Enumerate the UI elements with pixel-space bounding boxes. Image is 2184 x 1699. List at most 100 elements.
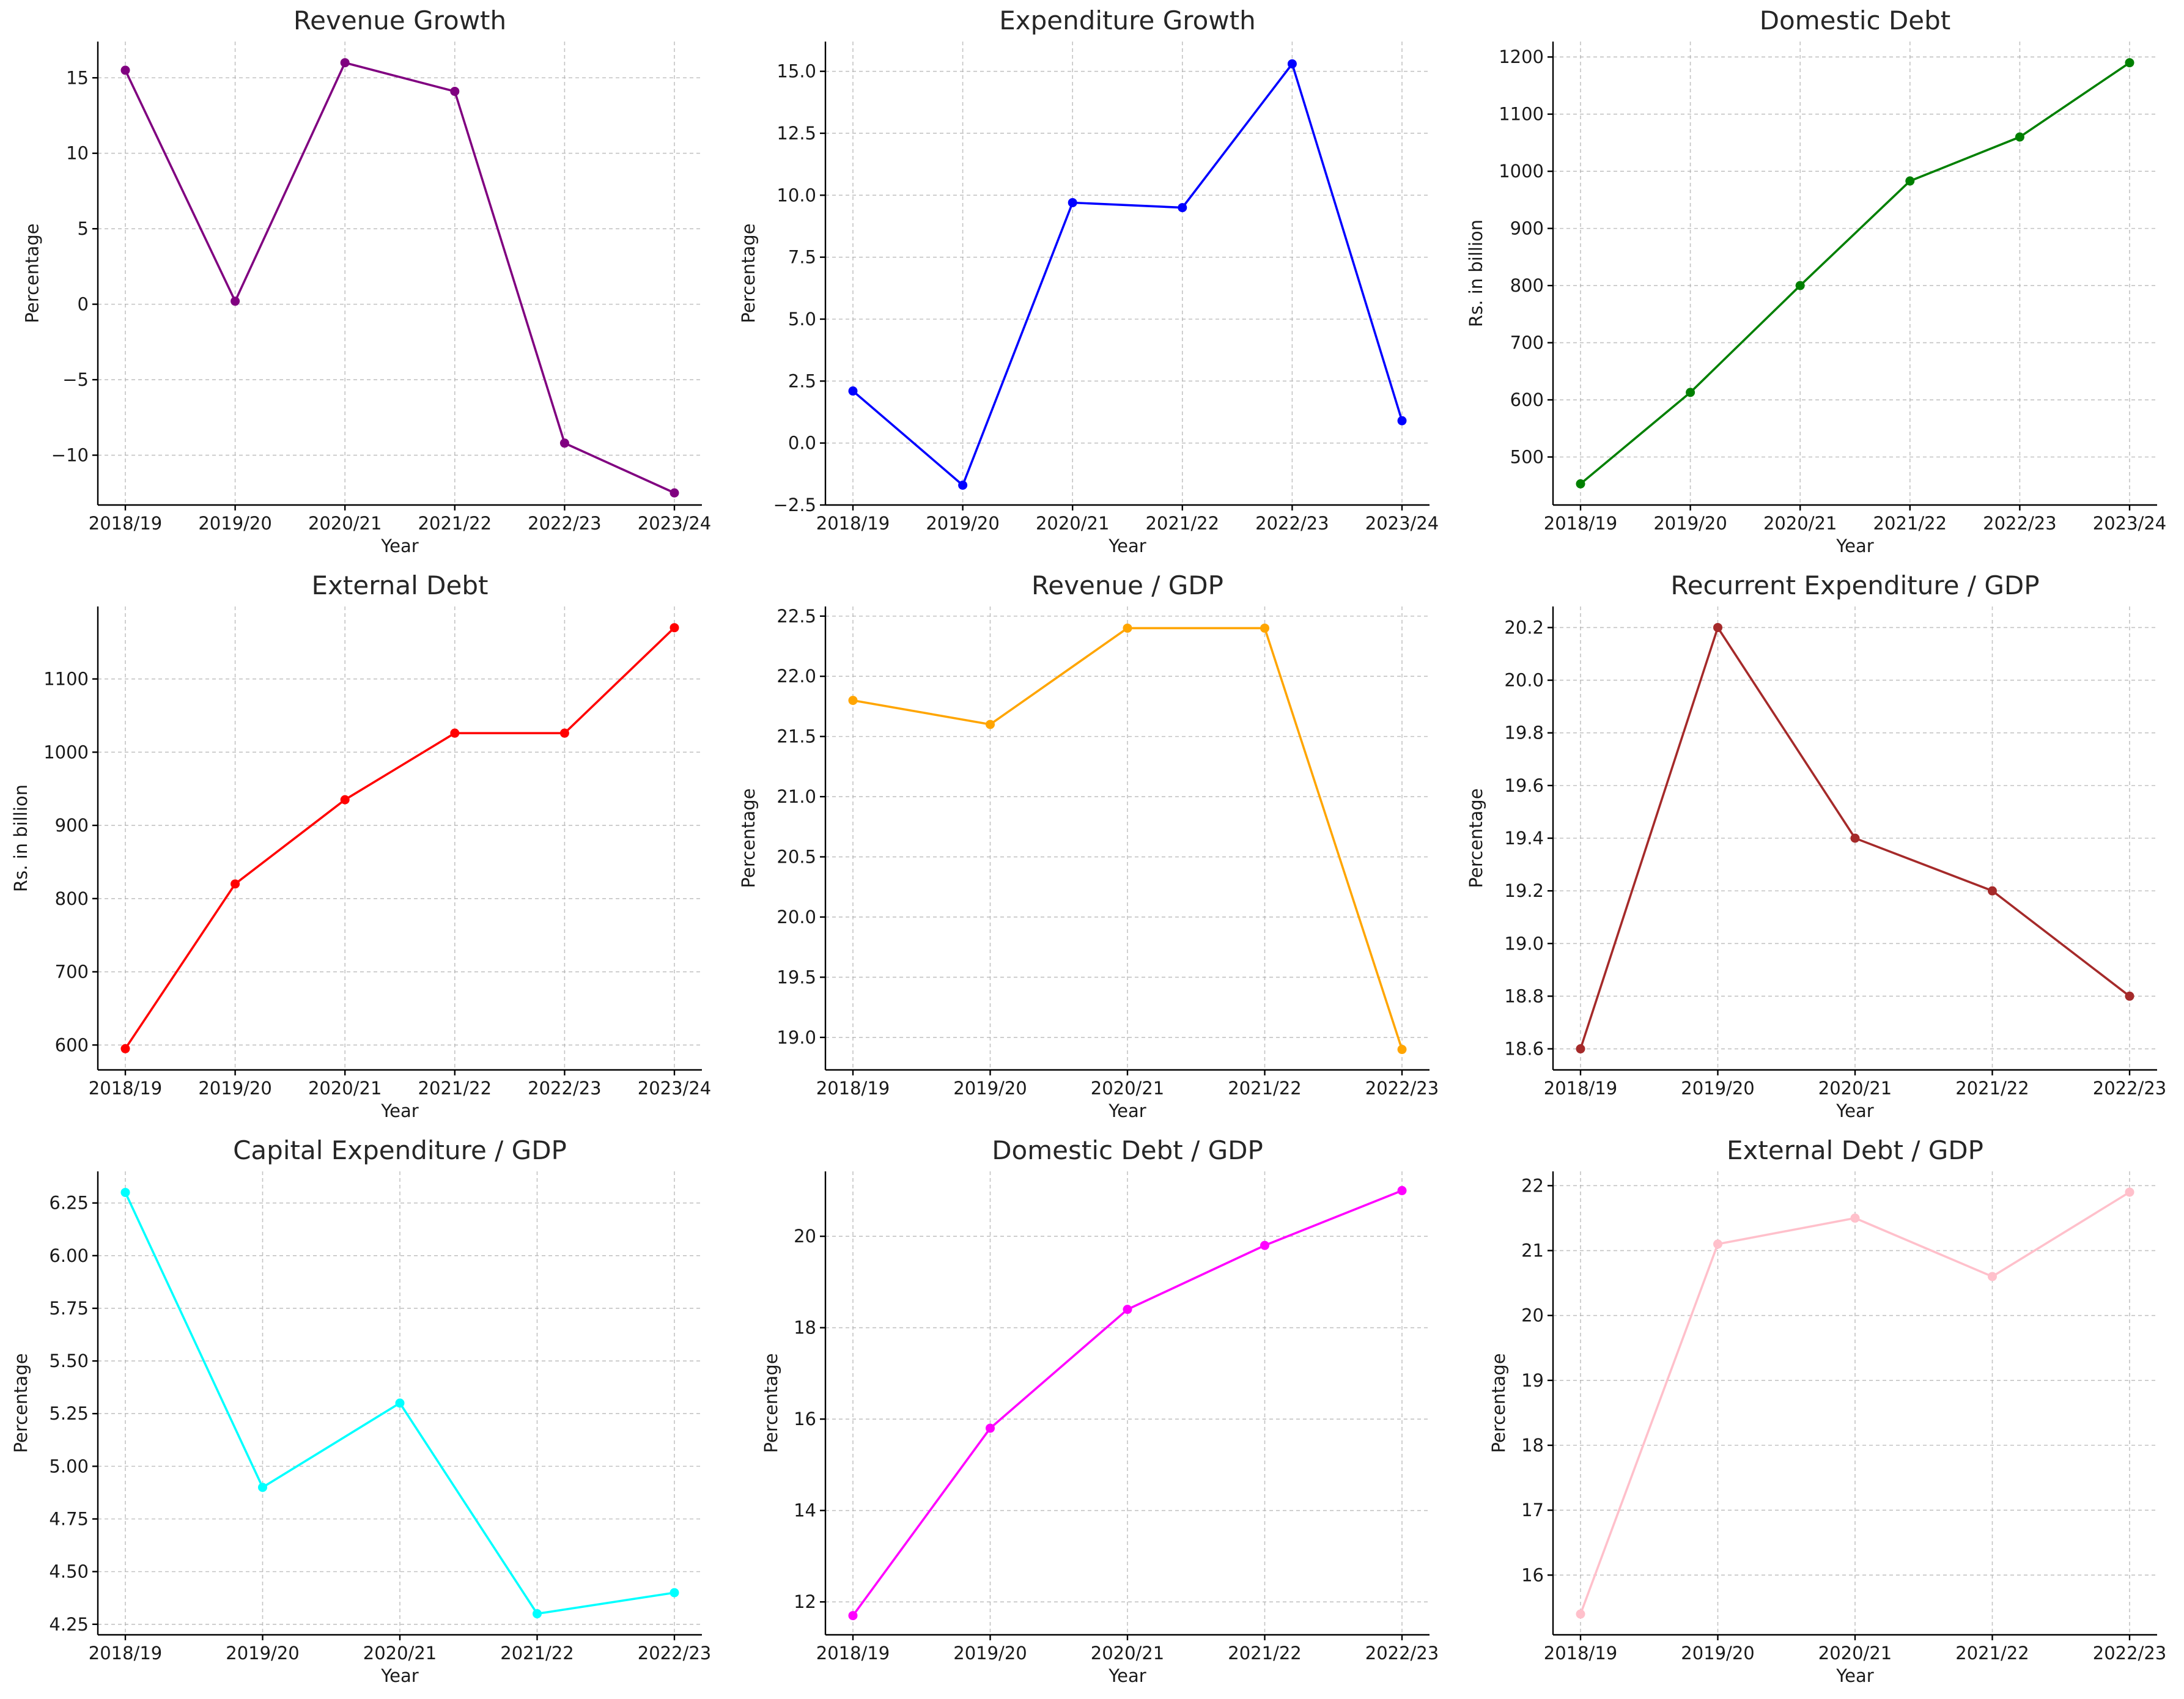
- y-tick-label: 4.50: [49, 1561, 89, 1582]
- y-tick-label: 19.4: [1504, 828, 1544, 849]
- x-tick-label: 2019/20: [953, 1078, 1027, 1099]
- y-tick-label: 10.0: [777, 185, 816, 205]
- x-tick-label: 2021/22: [1955, 1078, 2029, 1099]
- data-point: [1713, 622, 1722, 632]
- x-axis-title: Year: [1835, 536, 1873, 556]
- data-point: [1576, 479, 1585, 488]
- y-tick-label: 5.25: [49, 1403, 89, 1424]
- data-point: [670, 1588, 679, 1598]
- x-tick-label: 2018/19: [816, 1643, 890, 1664]
- data-point: [1795, 281, 1805, 290]
- data-point: [1123, 1305, 1132, 1314]
- x-tick-label: 2023/24: [2093, 513, 2166, 534]
- x-tick-label: 2019/20: [953, 1643, 1027, 1664]
- x-tick-label: 2021/22: [418, 513, 492, 534]
- chart-title: External Debt / GDP: [1727, 1135, 1983, 1165]
- y-tick-label: 5: [78, 218, 89, 239]
- y-axis-title: Percentage: [1466, 788, 1486, 888]
- data-point: [1397, 1045, 1407, 1055]
- y-tick-label: 1000: [43, 742, 89, 762]
- chart-panel: 2018/19 2019/20 2020/21 2021/22 2022/23 16 17 1…: [1488, 1135, 2166, 1686]
- chart-panel: 2018/19 2019/20 2020/21 2021/22 2022/23 18.6 1…: [1466, 570, 2166, 1121]
- y-tick-label: 17: [1521, 1500, 1544, 1520]
- data-point: [1068, 197, 1077, 207]
- x-tick-label: 2020/21: [1036, 513, 1109, 534]
- data-point: [986, 1423, 995, 1433]
- data-point: [1397, 416, 1407, 426]
- y-tick-label: 6.25: [49, 1193, 89, 1214]
- y-tick-label: 19.0: [1504, 933, 1544, 954]
- x-tick-label: 2022/23: [1983, 513, 2056, 534]
- data-point: [231, 879, 240, 889]
- y-tick-label: 800: [55, 888, 89, 909]
- x-tick-label: 2022/23: [2093, 1643, 2166, 1664]
- data-point: [1988, 1272, 1997, 1281]
- chart-panel: 2018/19 2019/20 2020/21 2021/22 2022/23 2023/…: [1466, 6, 2166, 556]
- x-tick-label: 2019/20: [198, 513, 271, 534]
- y-tick-label: 22.5: [777, 606, 816, 627]
- series-line: [124, 627, 676, 1050]
- y-axis-title: Percentage: [10, 1353, 31, 1453]
- x-axis-title: Year: [1108, 536, 1146, 556]
- y-tick-label: 18: [1521, 1435, 1544, 1456]
- y-tick-label: 18.8: [1504, 986, 1544, 1006]
- x-tick-label: 2018/19: [1544, 513, 1617, 534]
- data-point: [1397, 1185, 1407, 1195]
- y-tick-label: 20.0: [1504, 670, 1544, 691]
- y-tick-label: 900: [55, 815, 89, 836]
- data-point: [1576, 1609, 1585, 1619]
- x-axis-title: Year: [380, 1100, 418, 1121]
- y-tick-label: 19.0: [777, 1027, 816, 1048]
- chart-title: Expenditure Growth: [999, 6, 1256, 35]
- x-axis-title: Year: [380, 1665, 418, 1686]
- x-tick-label: 2022/23: [638, 1643, 711, 1664]
- data-point: [533, 1609, 542, 1619]
- x-tick-label: 2023/24: [1365, 513, 1439, 534]
- y-tick-label: 2.5: [788, 370, 816, 391]
- data-point: [1850, 833, 1860, 843]
- x-axis-title: Year: [1108, 1665, 1146, 1686]
- data-point: [1905, 176, 1915, 186]
- data-point: [450, 728, 460, 738]
- x-tick-label: 2021/22: [1228, 1643, 1301, 1664]
- y-tick-label: 19.6: [1504, 775, 1544, 796]
- x-axis-title: Year: [1835, 1665, 1873, 1686]
- chart-panel: 2018/19 2019/20 2020/21 2021/22 2022/23 12 14 1…: [761, 1135, 1439, 1686]
- x-tick-label: 2021/22: [1955, 1643, 2029, 1664]
- y-tick-label: −10: [51, 445, 89, 466]
- y-tick-label: 1100: [43, 669, 89, 690]
- y-tick-label: 20.0: [777, 907, 816, 927]
- data-point: [1686, 388, 1695, 397]
- y-tick-label: 16: [1521, 1564, 1544, 1585]
- x-tick-label: 2022/23: [2093, 1078, 2166, 1099]
- x-tick-label: 2018/19: [89, 1643, 162, 1664]
- x-tick-label: 2019/20: [198, 1078, 271, 1099]
- series-line: [124, 61, 675, 494]
- y-axis-title: Percentage: [22, 223, 43, 323]
- data-point: [1178, 203, 1187, 213]
- chart-title: Revenue Growth: [293, 6, 506, 35]
- data-point: [848, 386, 858, 396]
- y-tick-label: −2.5: [773, 495, 816, 515]
- x-tick-label: 2018/19: [1544, 1078, 1617, 1099]
- chart-title: Capital Expenditure / GDP: [233, 1135, 567, 1165]
- chart-panel: 2018/19 2019/20 2020/21 2021/22 2022/23 4.25 4…: [10, 1135, 711, 1686]
- y-tick-label: 4.75: [49, 1509, 89, 1530]
- series-line: [852, 62, 1403, 487]
- y-axis-title: Percentage: [1488, 1353, 1509, 1453]
- y-tick-label: 600: [1510, 389, 1544, 410]
- y-tick-label: 1000: [1499, 161, 1544, 182]
- y-tick-label: 5.0: [788, 309, 816, 330]
- y-tick-label: 5.75: [49, 1298, 89, 1319]
- chart-panel: 2018/19 2019/20 2020/21 2021/22 2022/23 19.0 1…: [738, 570, 1439, 1121]
- x-tick-label: 2021/22: [1873, 513, 1947, 534]
- data-point: [340, 58, 350, 68]
- data-point: [1576, 1044, 1585, 1054]
- data-point: [958, 481, 968, 490]
- x-tick-label: 2022/23: [528, 1078, 601, 1099]
- data-point: [395, 1398, 405, 1408]
- x-tick-label: 2021/22: [1146, 513, 1219, 534]
- y-tick-label: 21.5: [777, 726, 816, 747]
- y-tick-label: 22.0: [777, 666, 816, 687]
